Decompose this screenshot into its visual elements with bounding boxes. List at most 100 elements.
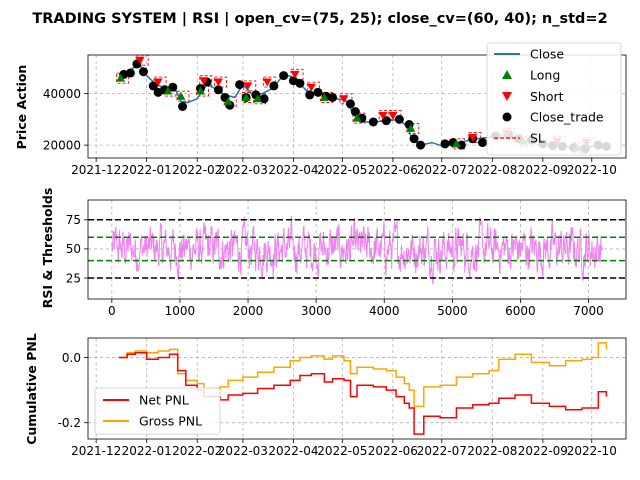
short-marker — [213, 78, 223, 87]
short-marker — [306, 83, 316, 92]
price-axes-frame — [87, 54, 627, 159]
sl-box — [339, 93, 353, 105]
legend-close-trade-marker — [502, 112, 512, 122]
x-tick-label: 2022-03 — [218, 444, 268, 458]
legend-close-label: Close — [530, 47, 564, 62]
short-marker — [388, 112, 398, 121]
x-tick-label: 2022-08 — [467, 444, 517, 458]
short-marker — [199, 77, 209, 86]
close-trade-marker — [394, 114, 404, 124]
x-tick-label: 2022-07 — [417, 163, 467, 177]
close-trade-marker — [295, 78, 305, 88]
price-ylabel: Price Action — [14, 65, 29, 150]
close-trade-marker — [125, 68, 135, 78]
x-tick-label: 2021-12 — [71, 444, 121, 458]
rsi-line — [111, 215, 603, 285]
long-marker — [163, 86, 173, 95]
rsi-panel: 0 1000 2000 3000 4000 5000 6000 7000 25 50 75 RSI… — [40, 188, 627, 318]
close-trade-marker — [178, 102, 188, 111]
short-marker — [378, 112, 388, 121]
x-tick-label: 3000 — [301, 304, 332, 318]
x-tick-label: 2022-05 — [317, 444, 367, 458]
long-marker — [253, 94, 263, 103]
x-tick-label: 2021-12 — [71, 163, 121, 177]
x-tick-label: 2022-09 — [518, 444, 568, 458]
close-trade-marker — [345, 99, 355, 109]
close-trade-marker — [269, 81, 279, 91]
x-tick-label: 2022-02 — [172, 444, 222, 458]
short-marker — [135, 56, 145, 65]
close-trade-marker — [328, 92, 338, 102]
short-marker — [153, 78, 163, 87]
long-marker — [241, 92, 251, 101]
x-tick-label: 2022-08 — [467, 163, 517, 177]
legend-short-marker — [502, 92, 512, 101]
long-marker — [406, 123, 416, 132]
close-trade-marker — [279, 71, 289, 81]
price-y-ticks: 20000 40000 — [43, 87, 88, 152]
close-trade-marker — [259, 94, 269, 104]
x-tick-label: 2022-06 — [368, 444, 418, 458]
close-trade-marker — [313, 87, 323, 97]
x-tick-label: 2022-05 — [317, 163, 367, 177]
sl-box — [153, 76, 167, 88]
y-tick-label: 75 — [66, 213, 81, 227]
legend-long-label: Long — [530, 68, 560, 83]
x-tick-label: 2000 — [233, 304, 264, 318]
close-trade-marker — [138, 67, 148, 77]
pnl-axes-frame — [87, 337, 627, 440]
x-tick-label: 2022-10 — [567, 163, 617, 177]
x-tick-label: 2022-04 — [268, 444, 318, 458]
legend-sl-label: SL — [530, 131, 545, 146]
price-legend-box — [486, 42, 622, 156]
short-marker — [262, 78, 272, 87]
x-tick-label: 2022-10 — [567, 444, 617, 458]
long-marker — [176, 91, 186, 100]
y-tick-label: -0.2 — [58, 416, 81, 430]
long-marker — [451, 139, 461, 148]
y-tick-label: 50 — [66, 242, 81, 256]
price-legend: Close Long Short Close_trade SL — [486, 42, 622, 156]
close-trade-marker — [416, 140, 426, 150]
long-marker — [116, 73, 126, 82]
legend-gross-pnl-label: Gross PNL — [139, 414, 202, 429]
legend-long-marker — [502, 70, 512, 79]
net-pnl-line — [119, 351, 608, 435]
x-tick-label: 2022-07 — [417, 444, 467, 458]
close-trade-marker — [456, 140, 466, 150]
rsi-ylabel: RSI & Thresholds — [40, 188, 55, 309]
close-trade-marker — [168, 82, 178, 92]
close-trade-marker — [148, 81, 158, 91]
rsi-x-ticks: 0 1000 2000 3000 4000 5000 6000 7000 — [108, 299, 604, 318]
y-tick-label: 20000 — [43, 138, 81, 152]
close-trade-marker — [381, 116, 391, 126]
x-tick-label: 0 — [108, 304, 116, 318]
x-tick-label: 2022-09 — [518, 163, 568, 177]
rsi-axes-frame — [87, 199, 627, 300]
x-tick-label: 2022-04 — [268, 163, 318, 177]
close-trade-marker — [305, 90, 315, 100]
short-marker — [339, 95, 349, 104]
x-tick-label: 2022-01 — [122, 163, 172, 177]
y-tick-label: 25 — [66, 271, 81, 285]
short-marker — [468, 133, 478, 142]
close-trade-marker — [235, 80, 245, 90]
long-marker — [319, 92, 329, 101]
long-marker — [352, 113, 362, 122]
long-marker — [223, 96, 233, 105]
pnl-legend: Net PNL Gross PNL — [94, 387, 221, 435]
short-marker — [290, 70, 300, 79]
y-tick-label: 0.0 — [62, 351, 81, 365]
rsi-y-ticks: 25 50 75 — [66, 213, 88, 285]
close-trade-marker — [478, 138, 488, 148]
legend-net-pnl-label: Net PNL — [139, 393, 189, 408]
close-trade-marker — [440, 139, 450, 149]
x-tick-label: 4000 — [369, 304, 400, 318]
short-marker — [243, 82, 253, 91]
pnl-y-ticks: 0.0 -0.2 — [58, 351, 88, 430]
x-tick-label: 2022-03 — [218, 163, 268, 177]
x-tick-label: 6000 — [505, 304, 536, 318]
